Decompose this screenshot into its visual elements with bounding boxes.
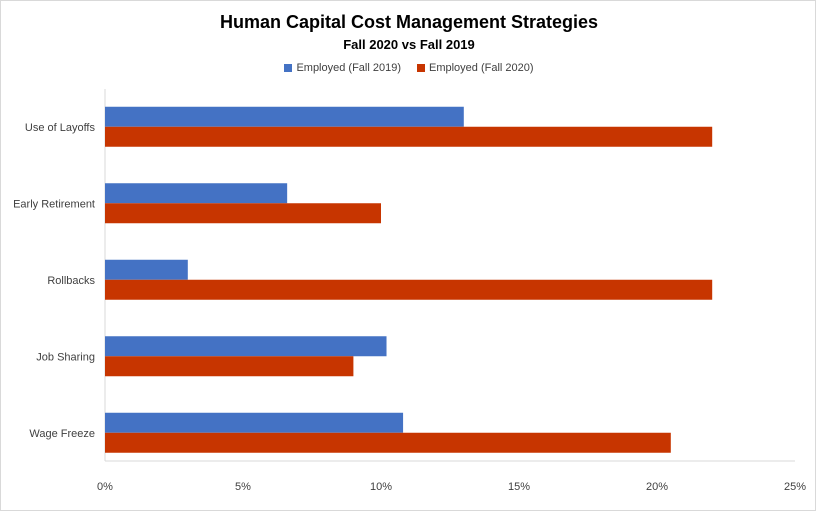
- bar-fall-2020: [105, 126, 713, 147]
- bar-fall-2019: [105, 259, 188, 280]
- legend-item-fall-2019: Employed (Fall 2019): [284, 62, 401, 74]
- x-tick-label: 15%: [508, 481, 530, 493]
- legend-item-fall-2020: Employed (Fall 2020): [417, 62, 534, 74]
- bar-fall-2020: [105, 356, 354, 377]
- legend-swatch-fall-2020: [417, 64, 425, 72]
- bar-fall-2020: [105, 203, 381, 224]
- x-tick-label: 10%: [370, 481, 392, 493]
- x-tick-label: 5%: [235, 481, 251, 493]
- legend-label-fall-2020: Employed (Fall 2020): [429, 62, 534, 74]
- y-category-label: Use of Layoffs: [25, 122, 96, 134]
- bar-fall-2020: [105, 279, 713, 300]
- chart-subtitle: Fall 2020 vs Fall 2019: [343, 37, 475, 52]
- bar-fall-2020: [105, 432, 671, 453]
- legend: Employed (Fall 2019) Employed (Fall 2020…: [1, 62, 816, 74]
- bar-fall-2019: [105, 336, 387, 357]
- x-tick-label: 25%: [784, 481, 806, 493]
- bar-fall-2019: [105, 412, 404, 433]
- y-category-label: Early Retirement: [13, 198, 95, 210]
- x-tick-label: 0%: [97, 481, 113, 493]
- y-category-label: Wage Freeze: [29, 428, 95, 440]
- y-category-label: Job Sharing: [36, 351, 95, 363]
- y-category-label: Rollbacks: [47, 275, 95, 287]
- x-tick-label: 20%: [646, 481, 668, 493]
- chart-title: Human Capital Cost Management Strategies: [219, 12, 599, 32]
- bar-fall-2019: [105, 106, 464, 127]
- legend-label-fall-2019: Employed (Fall 2019): [296, 62, 401, 74]
- legend-swatch-fall-2019: [284, 64, 293, 72]
- bar-fall-2019: [105, 183, 288, 204]
